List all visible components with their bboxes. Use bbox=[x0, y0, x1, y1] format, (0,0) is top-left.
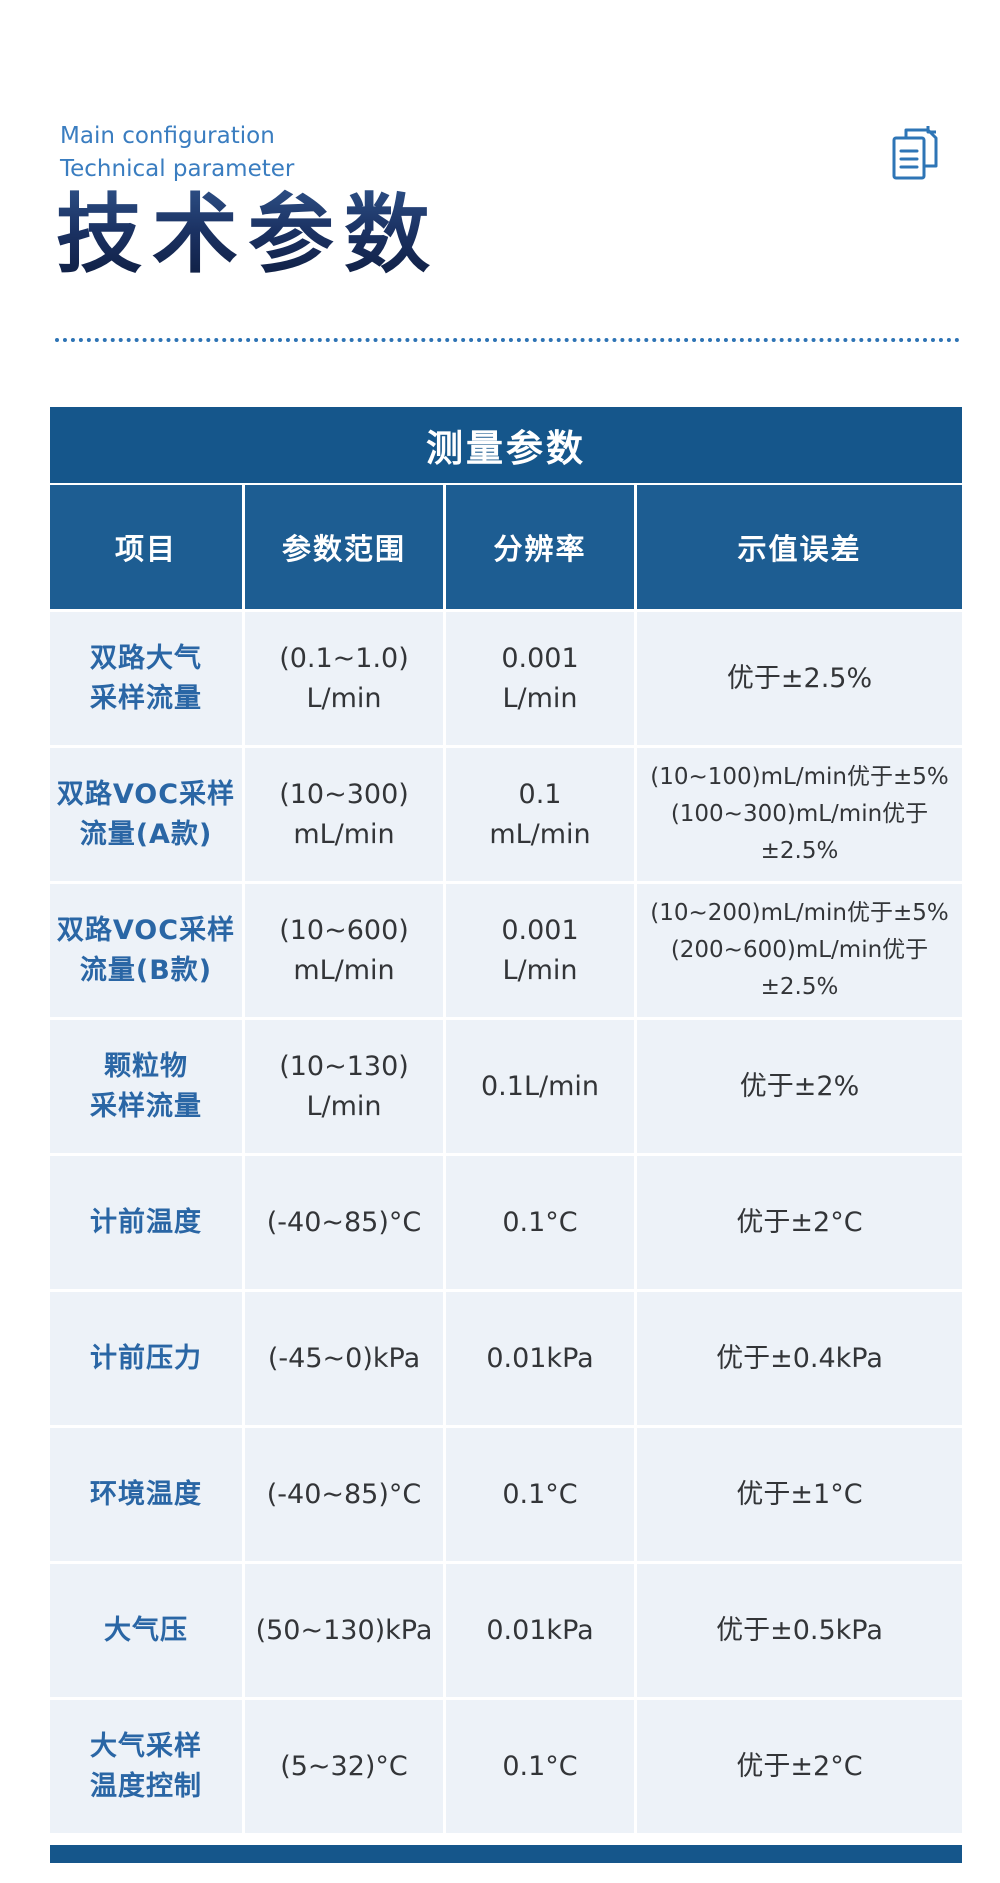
table-cell-error: (10~200)mL/min优于±5% (200~600)mL/min优于±2.… bbox=[637, 884, 962, 1017]
table-cell-item: 计前温度 bbox=[50, 1156, 242, 1289]
table-cell-resolution: 0.1°C bbox=[446, 1156, 634, 1289]
table-cell-range: (10~600) mL/min bbox=[245, 884, 443, 1017]
documents-icon bbox=[886, 124, 942, 184]
table-cell-range: (-40~85)°C bbox=[245, 1428, 443, 1561]
column-header-resolution: 分辨率 bbox=[446, 485, 634, 609]
table-cell-resolution: 0.01kPa bbox=[446, 1292, 634, 1425]
table-cell-item: 大气采样 温度控制 bbox=[50, 1700, 242, 1833]
table-cell-error: 优于±2°C bbox=[637, 1700, 962, 1833]
table-cell-error: 优于±2.5% bbox=[637, 612, 962, 745]
table-cell-error: (10~100)mL/min优于±5% (100~300)mL/min优于±2.… bbox=[637, 748, 962, 881]
table-title: 测量参数 bbox=[50, 407, 962, 483]
dotted-divider bbox=[55, 338, 960, 342]
table-cell-resolution: 0.1°C bbox=[446, 1428, 634, 1561]
table-cell-range: (50~130)kPa bbox=[245, 1564, 443, 1697]
column-header-range: 参数范围 bbox=[245, 485, 443, 609]
table-cell-range: (5~32)°C bbox=[245, 1700, 443, 1833]
table-footer-bar bbox=[50, 1845, 962, 1863]
table-cell-range: (-45~0)kPa bbox=[245, 1292, 443, 1425]
table-cell-item: 计前压力 bbox=[50, 1292, 242, 1425]
table-cell-range: (10~130) L/min bbox=[245, 1020, 443, 1153]
table-cell-item: 双路大气 采样流量 bbox=[50, 612, 242, 745]
column-header-item: 项目 bbox=[50, 485, 242, 609]
table-cell-item: 双路VOC采样 流量(B款) bbox=[50, 884, 242, 1017]
subtitle-line-2: Technical parameter bbox=[60, 156, 295, 182]
table-cell-range: (0.1~1.0) L/min bbox=[245, 612, 443, 745]
table-cell-item: 环境温度 bbox=[50, 1428, 242, 1561]
table-cell-item: 双路VOC采样 流量(A款) bbox=[50, 748, 242, 881]
table-grid: 项目 参数范围 分辨率 示值误差 双路大气 采样流量 (0.1~1.0) L/m… bbox=[50, 485, 962, 1833]
column-header-error: 示值误差 bbox=[637, 485, 962, 609]
table-cell-resolution: 0.1°C bbox=[446, 1700, 634, 1833]
table-cell-resolution: 0.001 L/min bbox=[446, 884, 634, 1017]
english-subtitle: Main configuration Technical parameter bbox=[60, 120, 294, 186]
table-cell-item: 大气压 bbox=[50, 1564, 242, 1697]
table-cell-error: 优于±2°C bbox=[637, 1156, 962, 1289]
subtitle-line-1: Main configuration bbox=[60, 123, 275, 149]
table-cell-error: 优于±0.5kPa bbox=[637, 1564, 962, 1697]
table-cell-item: 颗粒物 采样流量 bbox=[50, 1020, 242, 1153]
table-cell-resolution: 0.1 mL/min bbox=[446, 748, 634, 881]
table-cell-resolution: 0.001 L/min bbox=[446, 612, 634, 745]
table-cell-resolution: 0.01kPa bbox=[446, 1564, 634, 1697]
page-title: 技术参数 bbox=[56, 184, 440, 285]
table-cell-error: 优于±0.4kPa bbox=[637, 1292, 962, 1425]
table-cell-resolution: 0.1L/min bbox=[446, 1020, 634, 1153]
measurement-parameters-table: 测量参数 项目 参数范围 分辨率 示值误差 双路大气 采样流量 (0.1~1.0… bbox=[50, 407, 962, 1863]
table-cell-range: (-40~85)°C bbox=[245, 1156, 443, 1289]
table-cell-range: (10~300) mL/min bbox=[245, 748, 443, 881]
table-cell-error: 优于±2% bbox=[637, 1020, 962, 1153]
table-cell-error: 优于±1°C bbox=[637, 1428, 962, 1561]
